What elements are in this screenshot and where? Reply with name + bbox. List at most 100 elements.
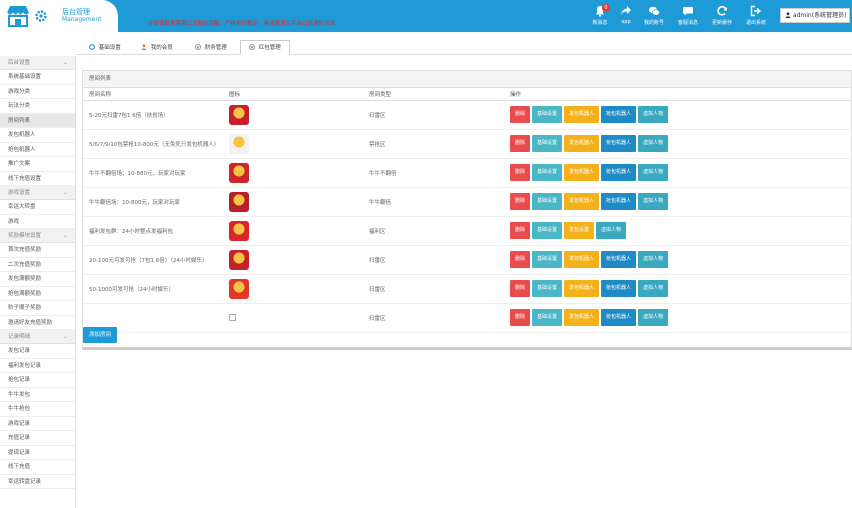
sidebar-item[interactable]: 豹子顺子奖励 [0, 301, 75, 316]
sidebar-item[interactable]: 福利发包记录 [0, 359, 75, 373]
tab-label: 基础设置 [98, 45, 121, 51]
add-room-button[interactable]: 添加房间 [83, 327, 118, 343]
sidebar-item[interactable]: 系统基础设置 [0, 70, 75, 85]
saolei-icon [229, 249, 249, 270]
marquee-notice: 计费请联系客服公司网站提醒，严格执行规定，具体情况以平台公告通知为准 [148, 21, 336, 27]
sidebar-item[interactable]: 线下充值设置 [0, 172, 75, 186]
room-icon-cell [223, 129, 363, 159]
sidebar-group[interactable]: 记录明细 ⌄ [0, 330, 75, 344]
basic-settings-button[interactable]: 基础设置 [532, 309, 563, 326]
delete-button[interactable]: 删除 [510, 280, 531, 297]
delete-button[interactable]: 删除 [510, 222, 531, 239]
grab-bot-button[interactable]: 抢包机器人 [601, 280, 637, 297]
virtual-user-button[interactable]: 虚拟人物 [638, 164, 669, 181]
virtual-user-button[interactable]: 虚拟人物 [638, 280, 669, 297]
virtual-user-button[interactable]: 虚拟人物 [638, 106, 669, 123]
user-icon [785, 12, 791, 18]
tab-finance[interactable]: 财务管理 [186, 40, 236, 55]
basic-settings-button[interactable]: 基础设置 [532, 164, 563, 181]
virtual-user-button[interactable]: 虚拟人物 [638, 193, 669, 210]
sidebar-item[interactable]: 二次充值奖励 [0, 258, 75, 272]
grab-bot-button[interactable]: 抢包机器人 [601, 164, 637, 181]
logout-button[interactable]: 退出系统 [742, 3, 770, 30]
notify-button[interactable]: 0 新消息 [586, 3, 614, 30]
sidebar-item[interactable]: 游戏 [0, 215, 75, 229]
sidebar-item[interactable]: 玩法分类 [0, 99, 75, 114]
admin-user-menu[interactable]: admin(系统管理员) [780, 8, 850, 23]
room-icon-cell [223, 187, 363, 217]
grab-bot-button[interactable]: 抢包机器人 [601, 251, 637, 268]
sidebar: 后台设置 ⌄ 系统基础设置 游戏分类 玩法分类 房间列表 发包机器人 抢包机器人 推广文案 线下充… [0, 56, 76, 508]
sidebar-item[interactable]: 邀请好友充值奖励 [0, 316, 75, 330]
column-header: 房间名称 [83, 88, 223, 101]
room-name-cell: 5-20元扫雷7包1.6倍（扶贫场） [83, 100, 223, 130]
service-button[interactable]: 客服消息 [674, 3, 702, 30]
delete-button[interactable]: 删除 [510, 164, 531, 181]
virtual-user-button[interactable]: 虚拟人物 [638, 135, 669, 152]
column-header: 图标 [223, 88, 363, 101]
send-bot-button[interactable]: 发包机器人 [564, 309, 600, 326]
sidebar-group[interactable]: 后台设置 ⌄ [0, 56, 75, 70]
tab-basic-settings[interactable]: 基础设置 [80, 40, 130, 55]
sidebar-item[interactable]: 线下充值 [0, 460, 75, 475]
grab-bot-button[interactable]: 抢包机器人 [601, 193, 637, 210]
room-icon-cell [223, 100, 363, 130]
room-type-cell: 扫雷区 [363, 100, 504, 130]
grab-bot-button[interactable]: 抢包机器人 [601, 309, 637, 326]
sidebar-item[interactable]: 幸运大转盘 [0, 200, 75, 215]
basic-settings-button[interactable]: 基础设置 [532, 222, 563, 239]
sidebar-item[interactable]: 牛牛抢包 [0, 402, 75, 417]
basic-settings-button[interactable]: 基础设置 [532, 251, 563, 268]
refresh-cache-button[interactable]: 更新缓存 [708, 3, 736, 30]
sidebar-item[interactable]: 游戏记录 [0, 417, 75, 431]
virtual-user-button[interactable]: 虚拟人物 [596, 222, 627, 239]
sidebar-item[interactable]: 抢包满额奖励 [0, 287, 75, 301]
send-bot-button[interactable]: 发包机器人 [564, 251, 600, 268]
sidebar-item[interactable]: 抢包记录 [0, 373, 75, 388]
delete-button[interactable]: 删除 [510, 251, 531, 268]
room-name-cell: 50-1000可发可抢（24小时娱乐） [83, 274, 223, 304]
basic-settings-button[interactable]: 基础设置 [532, 106, 563, 123]
send-settings-button[interactable]: 发包设置 [564, 222, 595, 239]
sidebar-item[interactable]: 发包记录 [0, 344, 75, 359]
tab-redpacket[interactable]: 红包管理 [240, 40, 290, 55]
sidebar-item[interactable]: 充值记录 [0, 431, 75, 446]
send-bot-button[interactable]: 发包机器人 [564, 280, 600, 297]
sidebar-item[interactable]: 房间列表 [0, 113, 75, 128]
grab-bot-button[interactable]: 抢包机器人 [601, 106, 637, 123]
sidebar-item[interactable]: 发包机器人 [0, 128, 75, 143]
send-bot-button[interactable]: 发包机器人 [564, 135, 600, 152]
basic-settings-button[interactable]: 基础设置 [532, 193, 563, 210]
delete-button[interactable]: 删除 [510, 135, 531, 152]
column-header: 操作 [504, 88, 851, 101]
send-bot-button[interactable]: 发包机器人 [564, 106, 600, 123]
grab-bot-button[interactable]: 抢包机器人 [601, 135, 637, 152]
tab-members[interactable]: 我的会员 [132, 40, 182, 55]
delete-button[interactable]: 删除 [510, 309, 531, 326]
sidebar-group[interactable]: 奖励模块设置 ⌄ [0, 229, 75, 243]
sidebar-item[interactable]: 推广文案 [0, 157, 75, 172]
tab-label: 红包管理 [258, 45, 281, 51]
sidebar-item[interactable]: 抢包机器人 [0, 143, 75, 157]
send-bot-button[interactable]: 发包机器人 [564, 193, 600, 210]
basic-settings-button[interactable]: 基础设置 [532, 280, 563, 297]
app-button[interactable]: app [612, 3, 640, 30]
delete-button[interactable]: 删除 [510, 106, 531, 123]
sidebar-item[interactable]: 首次充值奖励 [0, 243, 75, 258]
delete-button[interactable]: 删除 [510, 193, 531, 210]
sidebar-group[interactable]: 游戏设置 ⌄ [0, 186, 75, 200]
basic-settings-button[interactable]: 基础设置 [532, 135, 563, 152]
sidebar-item[interactable]: 游戏分类 [0, 85, 75, 99]
account-button[interactable]: 我的账号 [640, 3, 668, 30]
niuniu-icon [229, 162, 249, 183]
sidebar-item[interactable]: 发包满额奖励 [0, 272, 75, 287]
refresh-icon [717, 6, 727, 16]
sidebar-item[interactable]: 牛牛发包 [0, 388, 75, 402]
room-name-cell: 牛牛翻倍场：10-800元，玩家对玩家 [83, 187, 223, 217]
sidebar-item[interactable]: 幸运转盘记录 [0, 475, 75, 489]
room-name-cell: 福利发包群：24小时整点发福利包 [83, 216, 223, 246]
sidebar-item[interactable]: 提现记录 [0, 446, 75, 460]
send-bot-button[interactable]: 发包机器人 [564, 164, 600, 181]
virtual-user-button[interactable]: 虚拟人物 [638, 309, 669, 326]
virtual-user-button[interactable]: 虚拟人物 [638, 251, 669, 268]
